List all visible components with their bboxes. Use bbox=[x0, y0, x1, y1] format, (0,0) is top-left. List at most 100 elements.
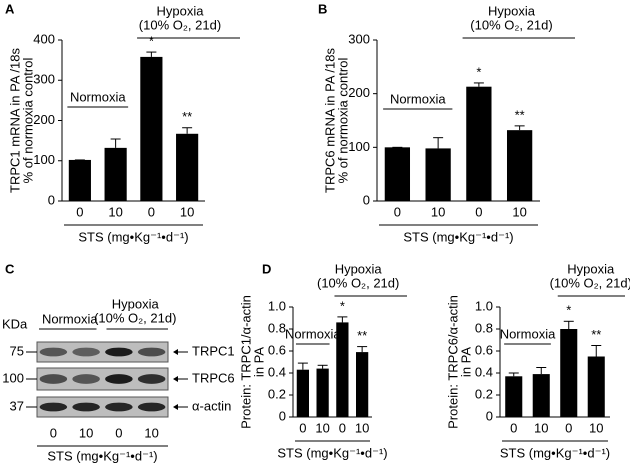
significance: * bbox=[340, 298, 345, 313]
significance: ** bbox=[182, 109, 192, 124]
group-label: (10% O₂, 21d) bbox=[470, 17, 552, 32]
x-tick-label: 0 bbox=[475, 204, 482, 219]
error-bar bbox=[110, 138, 121, 148]
protein-label: TRPC6 bbox=[192, 370, 235, 385]
y-axis-label: Protein: TRPC6/α-actin bbox=[445, 295, 460, 429]
panel-letter: D bbox=[262, 261, 271, 276]
x-axis-label: STS (mg•Kg⁻¹•d⁻¹) bbox=[403, 229, 513, 244]
group-label: (10% O₂, 21d) bbox=[139, 17, 221, 32]
error-bar bbox=[514, 125, 525, 131]
significance: ** bbox=[515, 107, 525, 122]
error-bar bbox=[182, 127, 193, 134]
group-label: Hypoxia bbox=[567, 261, 615, 276]
bar bbox=[296, 369, 309, 417]
error-bar bbox=[357, 346, 368, 353]
y-tick-label: 0.4 bbox=[268, 364, 286, 379]
x-tick-label: 10 bbox=[79, 425, 93, 440]
error-bar bbox=[536, 367, 547, 375]
panel-letter: C bbox=[5, 261, 15, 276]
x-tick-label: 10 bbox=[180, 204, 194, 219]
blot-band bbox=[39, 374, 68, 384]
error-bar bbox=[508, 372, 519, 377]
significance: * bbox=[149, 34, 154, 49]
marker-label: 37 bbox=[10, 398, 24, 413]
group-label: (10% O₂, 21d) bbox=[550, 275, 630, 290]
bar bbox=[356, 352, 369, 417]
marker-label: 75 bbox=[10, 343, 24, 358]
bar bbox=[506, 130, 533, 201]
x-tick-label: 10 bbox=[589, 420, 603, 435]
y-tick-label: 0 bbox=[363, 192, 370, 207]
x-tick-label: 10 bbox=[534, 420, 548, 435]
bar bbox=[104, 147, 127, 201]
group-label: Normoxia bbox=[42, 311, 98, 326]
group-label: (10% O₂, 21d) bbox=[317, 275, 399, 290]
y-tick-label: 1.0 bbox=[475, 298, 493, 313]
blot-band bbox=[137, 374, 166, 384]
significance: ** bbox=[357, 328, 367, 343]
x-tick-label: 0 bbox=[76, 204, 83, 219]
blot-band bbox=[137, 402, 166, 412]
x-tick-label: 10 bbox=[108, 204, 122, 219]
y-axis-label: % of normoxia control bbox=[335, 58, 350, 184]
significance: * bbox=[566, 303, 571, 318]
y-tick-label: 300 bbox=[33, 72, 55, 87]
error-bar bbox=[563, 320, 574, 329]
error-bar bbox=[473, 82, 484, 87]
blot-band bbox=[137, 347, 166, 357]
significance: * bbox=[476, 64, 481, 79]
group-label: Hypoxia bbox=[112, 296, 160, 311]
y-tick-label: 0.8 bbox=[475, 320, 493, 335]
error-bar bbox=[146, 51, 157, 57]
x-tick-label: 0 bbox=[148, 204, 155, 219]
blot-band bbox=[72, 374, 100, 384]
x-axis-label: STS (mg•Kg⁻¹•d⁻¹) bbox=[78, 229, 188, 244]
y-tick-label: 0.8 bbox=[268, 320, 286, 335]
group-label: (10% O₂, 21d) bbox=[94, 310, 176, 325]
y-tick-label: 400 bbox=[33, 31, 55, 46]
panel-letter: B bbox=[318, 1, 327, 16]
bar bbox=[532, 374, 550, 417]
y-tick-label: 0 bbox=[486, 408, 493, 423]
bar bbox=[505, 376, 523, 417]
bar bbox=[466, 86, 492, 201]
group-label: Normoxia bbox=[70, 89, 126, 104]
bar bbox=[176, 133, 199, 201]
group-label: Hypoxia bbox=[156, 3, 204, 18]
kda-label: KDa bbox=[2, 316, 28, 331]
arrow-head bbox=[173, 376, 178, 382]
y-tick-label: 0.2 bbox=[475, 386, 493, 401]
group-label: Normoxia bbox=[285, 326, 341, 341]
y-axis-label: in PA bbox=[458, 347, 473, 377]
blot-band bbox=[39, 347, 68, 357]
error-bar bbox=[591, 345, 602, 357]
group-label: Normoxia bbox=[500, 326, 556, 341]
bar bbox=[587, 356, 605, 417]
x-tick-label: 0 bbox=[339, 420, 346, 435]
x-tick-label: 10 bbox=[512, 204, 526, 219]
bar bbox=[140, 56, 163, 201]
group-label: Hypoxia bbox=[335, 261, 383, 276]
blot-band bbox=[105, 347, 133, 357]
x-tick-label: 10 bbox=[144, 425, 158, 440]
x-tick-label: 0 bbox=[115, 425, 122, 440]
error-bar bbox=[297, 362, 308, 370]
group-label: Normoxia bbox=[390, 91, 446, 106]
panel-letter: A bbox=[5, 1, 15, 16]
arrow-head bbox=[173, 404, 178, 410]
y-axis-label: TRPC1 mRNA in PA /18s bbox=[7, 48, 22, 193]
y-tick-label: 0.2 bbox=[268, 386, 286, 401]
bar bbox=[68, 159, 91, 201]
blot-band bbox=[105, 374, 133, 384]
y-tick-label: 1.0 bbox=[268, 298, 286, 313]
y-tick-label: 200 bbox=[33, 112, 55, 127]
blot-band bbox=[105, 402, 133, 412]
blot-band bbox=[72, 402, 100, 412]
marker-label: 100 bbox=[2, 370, 24, 385]
protein-label: α-actin bbox=[192, 398, 231, 413]
bar bbox=[425, 148, 451, 201]
bar bbox=[560, 329, 578, 417]
bar bbox=[316, 368, 329, 417]
bar bbox=[336, 322, 349, 417]
